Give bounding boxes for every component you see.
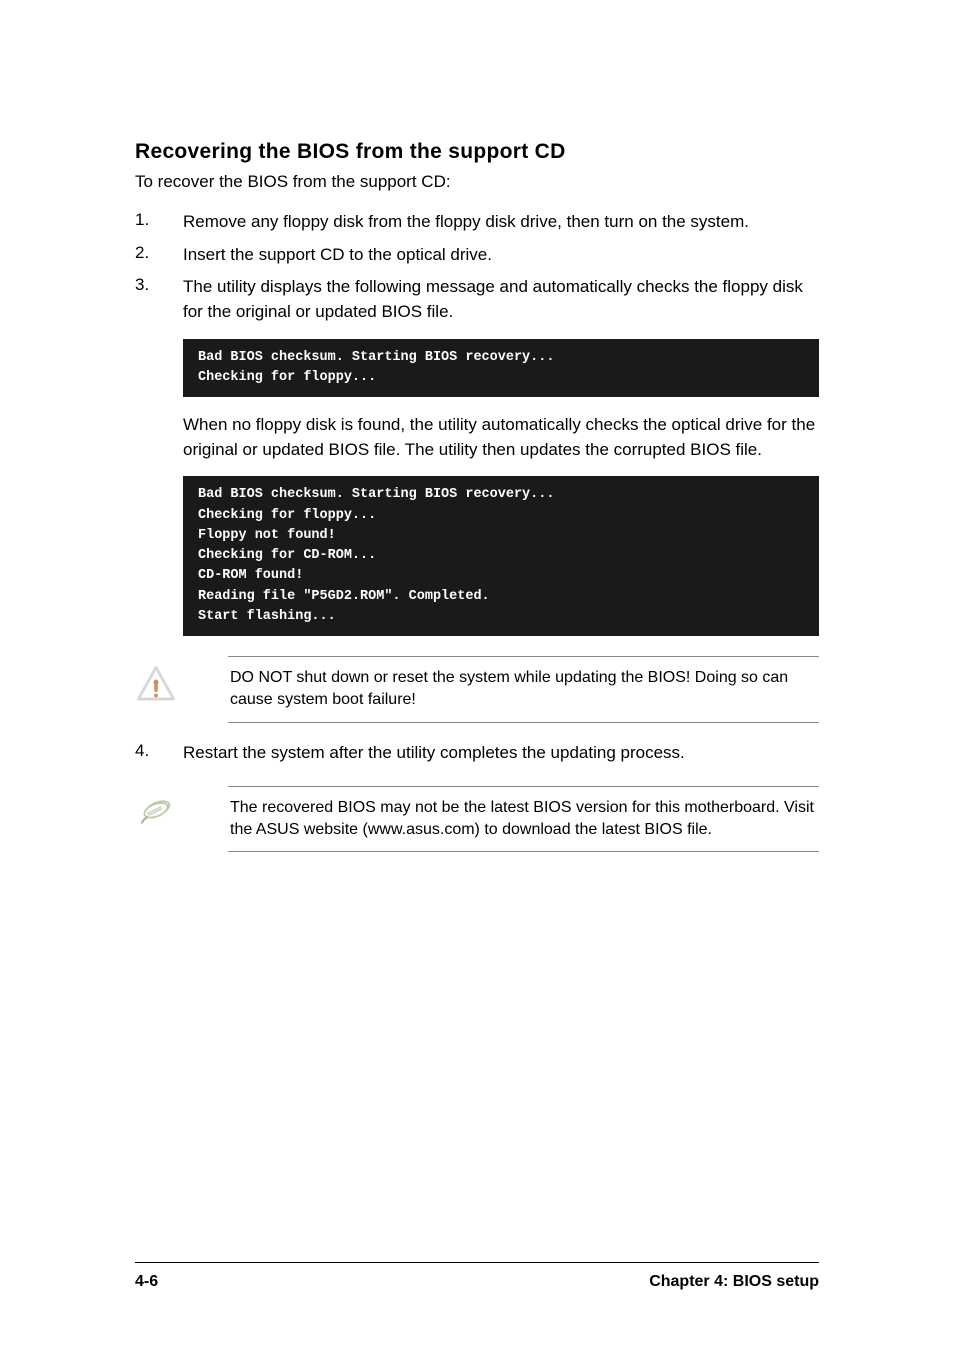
step-number: 1.	[135, 210, 183, 235]
step-1: 1. Remove any floppy disk from the flopp…	[135, 210, 819, 235]
section-heading: Recovering the BIOS from the support CD	[135, 140, 819, 164]
chapter-label: Chapter 4: BIOS setup	[649, 1273, 819, 1291]
note-icon	[135, 786, 195, 835]
step-text: Remove any floppy disk from the floppy d…	[183, 210, 819, 235]
step-number: 3.	[135, 275, 183, 324]
warning-icon	[135, 656, 195, 711]
page-footer: 4-6 Chapter 4: BIOS setup	[135, 1262, 819, 1291]
warning-text: DO NOT shut down or reset the system whi…	[228, 656, 819, 723]
step-2: 2. Insert the support CD to the optical …	[135, 243, 819, 268]
steps-list-continued: 4. Restart the system after the utility …	[135, 741, 819, 766]
step-4: 4. Restart the system after the utility …	[135, 741, 819, 766]
step-text: Insert the support CD to the optical dri…	[183, 243, 819, 268]
step-text: The utility displays the following messa…	[183, 275, 819, 324]
step-number: 4.	[135, 741, 183, 766]
step-number: 2.	[135, 243, 183, 268]
terminal-output-1: Bad BIOS checksum. Starting BIOS recover…	[183, 339, 819, 398]
page-number: 4-6	[135, 1273, 158, 1291]
steps-list: 1. Remove any floppy disk from the flopp…	[135, 210, 819, 325]
terminal-output-2: Bad BIOS checksum. Starting BIOS recover…	[183, 476, 819, 636]
note-text: The recovered BIOS may not be the latest…	[228, 786, 819, 853]
intro-text: To recover the BIOS from the support CD:	[135, 172, 819, 192]
middle-paragraph: When no floppy disk is found, the utilit…	[183, 413, 819, 462]
step-3: 3. The utility displays the following me…	[135, 275, 819, 324]
warning-callout: DO NOT shut down or reset the system whi…	[135, 656, 819, 723]
step-text: Restart the system after the utility com…	[183, 741, 819, 766]
note-callout: The recovered BIOS may not be the latest…	[135, 786, 819, 853]
